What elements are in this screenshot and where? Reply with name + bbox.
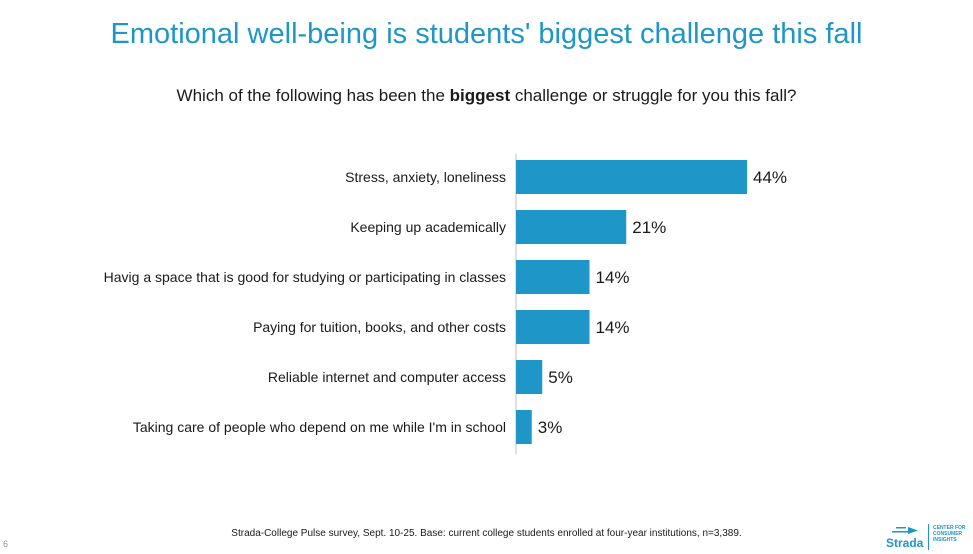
value-label: 14% — [596, 318, 630, 337]
category-label: Reliable internet and computer access — [268, 369, 506, 385]
question-text-end: challenge or struggle for you this fall? — [510, 86, 797, 105]
category-label: Taking care of people who depend on me w… — [133, 419, 506, 435]
logo-subtitle: CENTER FOR CONSUMER INSIGHTS — [933, 525, 973, 543]
logo-wordmark: Strada — [886, 536, 924, 550]
logo-subtitle-line: CONSUMER — [933, 531, 963, 537]
source-footnote: Strada-College Pulse survey, Sept. 10-25… — [231, 528, 742, 539]
page-number: 6 — [3, 539, 9, 549]
category-label: Paying for tuition, books, and other cos… — [253, 319, 506, 335]
survey-question: Which of the following has been the bigg… — [0, 86, 973, 106]
bar — [516, 310, 590, 344]
value-label: 5% — [548, 368, 573, 387]
bar — [516, 260, 590, 294]
logo-subtitle-line: INSIGHTS — [933, 537, 957, 543]
slide-title: Emotional well-being is students' bigges… — [110, 18, 863, 50]
strada-arrow-icon — [892, 527, 918, 534]
logo-subtitle-line: CENTER FOR — [933, 525, 966, 531]
value-label: 3% — [538, 418, 563, 437]
bar — [516, 160, 747, 194]
bar — [516, 360, 543, 394]
question-text-start: Which of the following has been the — [176, 86, 450, 105]
category-label: Keeping up academically — [350, 219, 506, 235]
value-label: 44% — [753, 168, 787, 187]
logo-divider — [928, 524, 929, 550]
category-label: Havig a space that is good for studying … — [104, 269, 506, 285]
bar — [516, 210, 627, 244]
value-label: 21% — [632, 218, 666, 237]
question-emphasis: biggest — [449, 86, 511, 105]
category-label: Stress, anxiety, loneliness — [345, 169, 506, 185]
bar — [516, 410, 532, 444]
strada-logo: Strada CENTER FOR CONSUMER INSIGHTS — [886, 522, 970, 552]
bars-group: Stress, anxiety, loneliness 44% Keeping up… — [104, 160, 787, 444]
value-label: 14% — [596, 268, 630, 287]
